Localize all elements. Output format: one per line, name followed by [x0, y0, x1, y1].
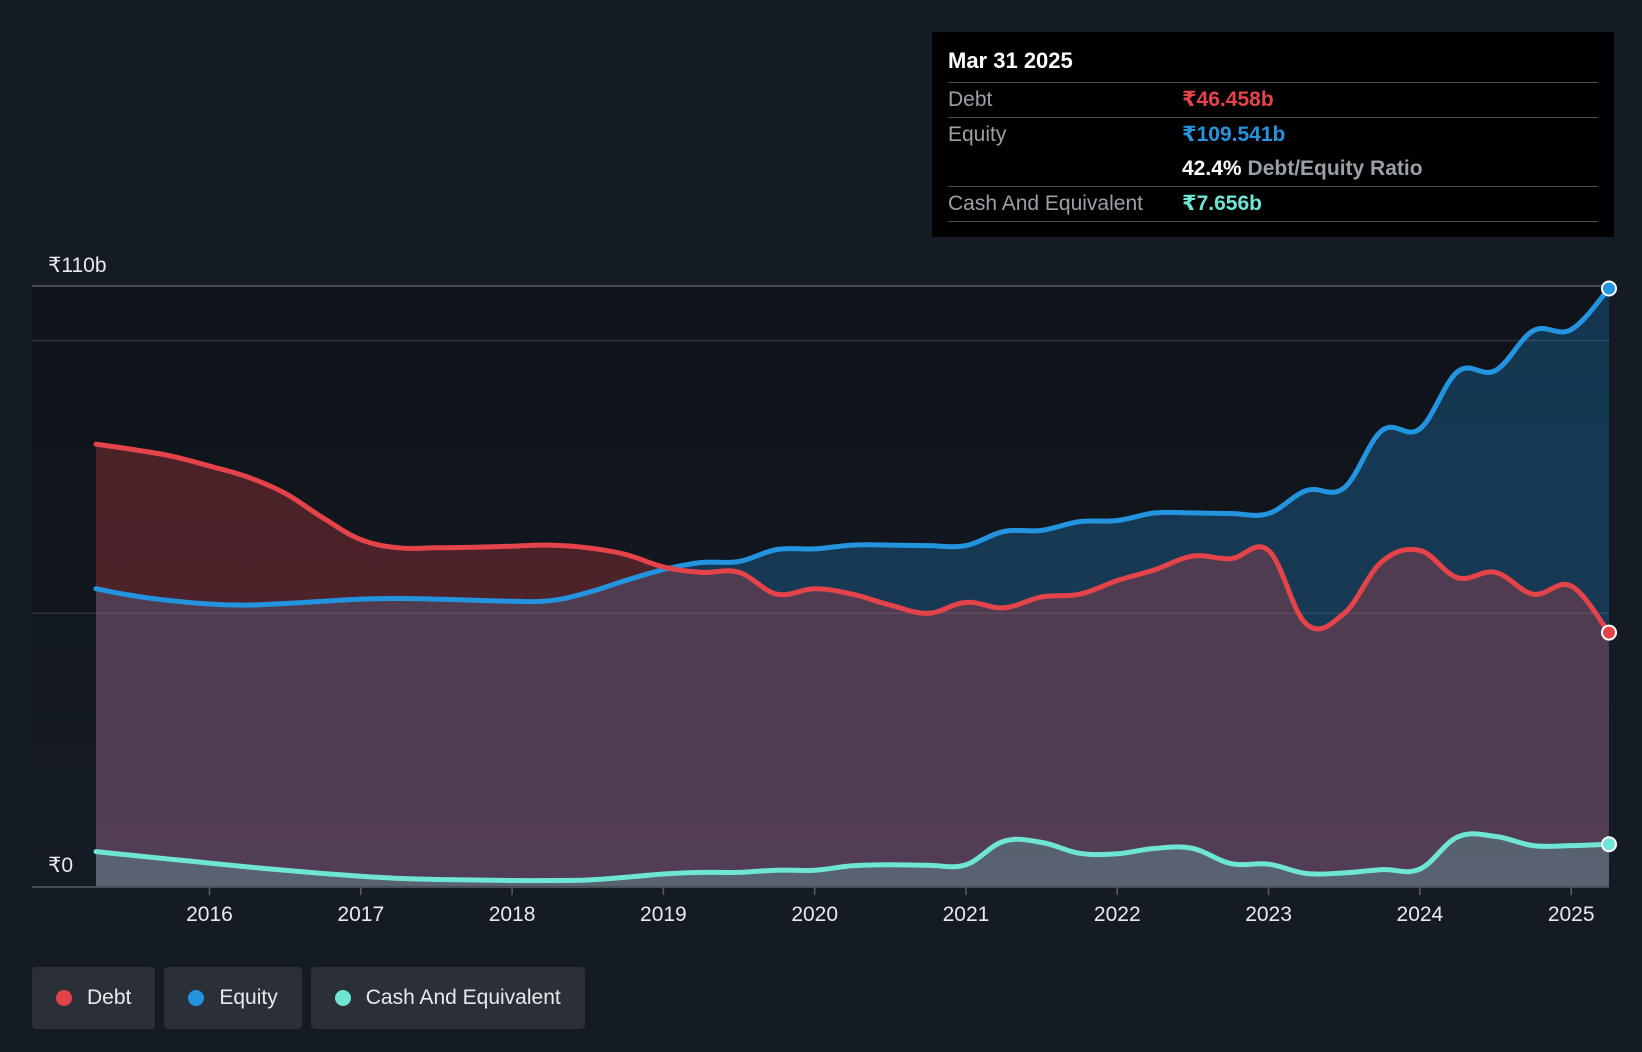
x-tick-label: 2016 [186, 903, 233, 926]
legend-dot-cash [334, 990, 351, 1006]
legend-dot-debt [56, 990, 72, 1006]
tooltip-row-debt: Debt ₹46.458b [948, 82, 1598, 117]
tooltip: Mar 31 2025 Debt ₹46.458b Equity ₹109.54… [932, 32, 1614, 237]
x-tick-label: 2017 [337, 903, 384, 926]
tooltip-row-equity: Equity ₹109.541b [948, 117, 1598, 152]
tooltip-equity-label: Equity [948, 123, 1007, 146]
tooltip-cash-label: Cash And Equivalent [948, 192, 1143, 215]
series-areas [96, 288, 1609, 886]
x-tick-label: 2023 [1245, 903, 1292, 926]
tooltip-equity-value: ₹109.541b [1182, 123, 1286, 146]
debt-area [96, 444, 1609, 886]
y-tick-label: ₹0 [48, 854, 73, 877]
x-tick-label: 2024 [1397, 903, 1444, 926]
equity-end-point [1601, 280, 1617, 297]
tooltip-ratio-label: Debt/Equity Ratio [1247, 157, 1423, 180]
y-axis-labels: ₹110b ₹0 [48, 254, 107, 877]
legend-label-debt: Debt [87, 986, 132, 1009]
tooltip-ratio-value: 42.4% [1182, 157, 1242, 180]
legend-item-cash[interactable]: Cash And Equivalent [310, 967, 585, 1029]
y-tick-label: ₹110b [48, 254, 107, 277]
x-tick-label: 2020 [791, 903, 838, 926]
tooltip-row-cash: Cash And Equivalent ₹7.656b [948, 186, 1598, 222]
series-end-markers [1601, 280, 1617, 853]
equity-area [96, 288, 1609, 886]
cash-area [96, 833, 1609, 886]
legend-item-equity[interactable]: Equity [164, 967, 302, 1029]
tooltip-row-ratio: 42.4% Debt/Equity Ratio [948, 152, 1598, 186]
legend-dot-equity [188, 990, 205, 1006]
tooltip-debt-label: Debt [948, 88, 993, 111]
tooltip-debt-value: ₹46.458b [1182, 88, 1274, 111]
equity-line [93, 286, 1612, 608]
x-tick-label: 2019 [640, 903, 687, 926]
legend-item-debt[interactable]: Debt [32, 967, 156, 1029]
x-tick-label: 2021 [943, 903, 990, 926]
debt-end-point [1601, 624, 1617, 641]
x-tick-label: 2025 [1548, 903, 1595, 926]
legend: Debt Equity Cash And Equivalent [32, 967, 585, 1029]
x-tick-label: 2022 [1094, 903, 1141, 926]
legend-label-cash: Cash And Equivalent [365, 986, 561, 1009]
cash-line [93, 831, 1612, 884]
legend-label-equity: Equity [219, 986, 278, 1009]
x-tick-label: 2018 [489, 903, 536, 926]
cash-end-point [1601, 836, 1617, 853]
series-lines [93, 286, 1612, 884]
x-axis: 2016 2017 2018 2019 2020 2021 2022 2023 2024 2025 [186, 887, 1595, 926]
tooltip-cash-value: ₹7.656b [1182, 192, 1262, 215]
tooltip-date: Mar 31 2025 [948, 48, 1073, 73]
debt-line [93, 441, 1612, 636]
